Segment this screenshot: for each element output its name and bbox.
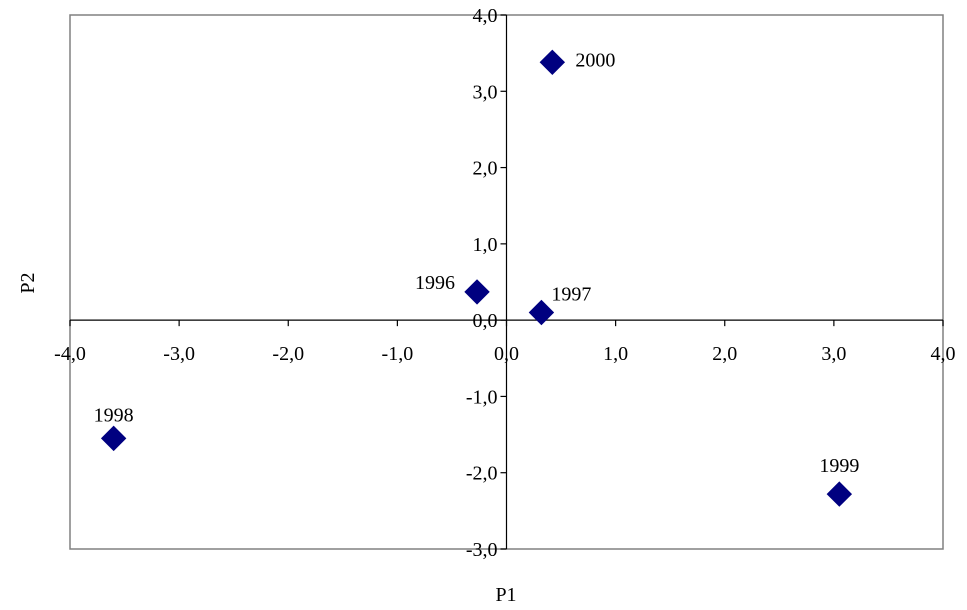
data-point-marker	[539, 49, 566, 76]
x-tick-label: -3,0	[163, 343, 195, 365]
y-tick-label: 0,0	[473, 310, 498, 332]
data-point-label: 1996	[415, 272, 455, 294]
data-point-marker	[464, 279, 490, 305]
data-point-label: 1997	[551, 284, 591, 306]
data-point-label: 1999	[819, 455, 859, 477]
x-tick-label: -2,0	[272, 343, 304, 365]
x-tick-label: 0,0	[494, 343, 519, 365]
x-tick-label: 1,0	[603, 343, 628, 365]
y-tick-label: 3,0	[473, 81, 498, 103]
x-axis-title: P1	[495, 584, 516, 606]
y-tick-label: 4,0	[473, 5, 498, 27]
data-point-label: 1998	[94, 404, 134, 426]
x-tick-label: 2,0	[712, 343, 737, 365]
x-tick-label: 3,0	[821, 343, 846, 365]
x-tick-label: -4,0	[54, 343, 86, 365]
data-point-marker	[826, 481, 853, 507]
y-tick-label: 2,0	[473, 158, 498, 180]
data-point-marker	[528, 299, 555, 326]
y-tick-label: 1,0	[473, 234, 498, 256]
y-tick-label: -1,0	[466, 386, 498, 408]
x-axis-ticks: -4,0 -3,0 -2,0 -1,0 0,0 1,0 2,0 3,0 4,0	[54, 320, 956, 365]
y-axis-title: P2	[17, 272, 39, 293]
x-tick-label: 4,0	[931, 343, 956, 365]
x-tick-label: -1,0	[382, 343, 414, 365]
data-point-label: 2000	[575, 49, 615, 71]
y-axis-ticks: -3,0 -2,0 -1,0 0,0 1,0 2,0 3,0 4,0	[466, 5, 507, 561]
data-points: 1996 1997 1998 1999 2000	[94, 49, 859, 507]
data-point-marker	[100, 425, 127, 452]
y-tick-label: -2,0	[466, 463, 498, 485]
y-tick-label: -3,0	[466, 539, 498, 561]
